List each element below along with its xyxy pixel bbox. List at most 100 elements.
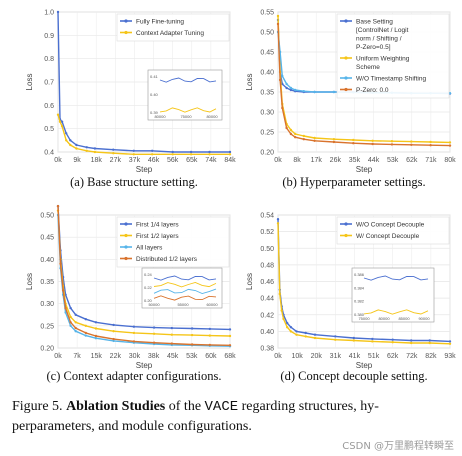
- legend-marker: [124, 256, 128, 261]
- y-tick-label: 0.52: [260, 229, 274, 236]
- data-point: [281, 74, 284, 78]
- data-point: [410, 143, 413, 146]
- x-tick-label: 17k: [311, 157, 323, 164]
- data-point: [295, 333, 298, 336]
- inset-series-line: [153, 282, 217, 288]
- data-point: [371, 142, 374, 146]
- data-point: [74, 313, 77, 316]
- legend-label: W/O Concept Decouple: [356, 222, 425, 229]
- data-point: [294, 132, 297, 136]
- data-point: [313, 139, 316, 142]
- data-point: [190, 343, 194, 346]
- data-point: [276, 218, 280, 221]
- legend-label: Context Adapter Tuning: [136, 30, 204, 37]
- legend-label: All layers: [136, 245, 163, 252]
- panel-caption: (b) Hyperparameter settings.: [282, 175, 425, 189]
- data-point: [429, 140, 432, 144]
- x-tick-label: 80k: [444, 157, 456, 164]
- y-tick-label: 0.30: [260, 110, 274, 117]
- data-point: [448, 340, 452, 343]
- data-point: [390, 143, 394, 146]
- x-tick-label: 0k: [54, 353, 62, 360]
- data-point: [302, 138, 305, 141]
- data-point: [208, 327, 211, 331]
- inset-series-line: [159, 107, 217, 113]
- data-point: [152, 326, 156, 329]
- data-point: [59, 262, 62, 265]
- inset-x-tick: 75000: [180, 114, 192, 119]
- data-point: [313, 136, 316, 140]
- x-tick-label: 30k: [129, 353, 141, 360]
- chart-panel-3: 0.20 0.25 0.30 0.35 0.40 0.45 0.50 0k 7k 15k 22k 30…: [25, 204, 236, 383]
- data-point: [391, 341, 394, 344]
- y-axis-label: Loss: [245, 273, 254, 290]
- panel-caption: (c) Context adapter configurations.: [47, 369, 222, 383]
- x-tick-label: 72k: [406, 353, 418, 360]
- y-tick-label: 1.0: [44, 10, 54, 17]
- y-tick-label: 0.9: [44, 33, 54, 40]
- data-point: [289, 326, 293, 329]
- x-tick-label: 56k: [167, 157, 179, 164]
- data-point: [170, 342, 173, 345]
- data-point: [302, 90, 305, 93]
- data-point: [428, 339, 431, 342]
- data-point: [94, 337, 98, 340]
- data-point: [276, 14, 280, 18]
- y-tick-label: 0.38: [260, 346, 274, 353]
- data-point: [132, 325, 136, 328]
- y-tick-label: 0.50: [260, 246, 274, 253]
- inset-box: [141, 267, 223, 309]
- data-point: [208, 150, 211, 154]
- inset-y-tick: 0.384: [354, 285, 365, 290]
- data-point: [60, 120, 64, 123]
- data-point: [112, 337, 115, 341]
- legend-box: [116, 216, 230, 268]
- data-point: [84, 318, 88, 321]
- x-tick-label: 41k: [349, 353, 361, 360]
- data-point: [151, 149, 154, 152]
- data-point: [112, 330, 115, 333]
- data-point: [228, 150, 232, 154]
- y-tick-label: 0.50: [40, 213, 54, 220]
- x-tick-label: 9k: [73, 157, 81, 164]
- data-point: [294, 136, 297, 139]
- figure-caption-bold: Ablation Studies: [66, 399, 166, 414]
- data-point: [228, 344, 232, 347]
- data-point: [410, 341, 413, 345]
- data-point: [74, 321, 77, 324]
- x-tick-label: 27k: [110, 157, 122, 164]
- figure-caption-text-c: perparameters, and module configurations…: [12, 419, 252, 434]
- data-point: [332, 138, 336, 141]
- data-point: [170, 333, 173, 336]
- legend-label: Fully Fine-tuning: [136, 19, 184, 26]
- x-tick-label: 18k: [91, 157, 103, 164]
- x-axis-label: Step: [356, 165, 373, 174]
- data-point: [371, 139, 374, 142]
- data-point: [69, 324, 72, 327]
- data-point: [302, 134, 305, 138]
- data-point: [371, 340, 374, 343]
- legend-label: Scheme: [356, 64, 380, 71]
- data-point: [208, 153, 211, 156]
- data-point: [65, 139, 68, 142]
- x-tick-label: 51k: [368, 353, 380, 360]
- data-point: [289, 330, 293, 333]
- data-point: [190, 333, 194, 337]
- data-point: [313, 336, 317, 340]
- x-tick-label: 15k: [91, 353, 103, 360]
- inset-x-tick: 60000: [206, 302, 218, 307]
- data-point: [289, 86, 293, 90]
- data-point: [410, 140, 413, 143]
- inset-y-tick: 0.39: [150, 110, 159, 115]
- data-point: [69, 306, 72, 310]
- data-point: [64, 306, 67, 310]
- x-tick-label: 84k: [224, 157, 236, 164]
- x-axis-label: Step: [356, 361, 373, 370]
- data-point: [151, 153, 154, 156]
- data-point: [69, 143, 72, 147]
- data-point: [112, 152, 115, 155]
- inset-y-tick: 0.380: [354, 312, 365, 317]
- data-point: [208, 343, 211, 347]
- data-point: [448, 92, 452, 95]
- data-point: [278, 78, 282, 82]
